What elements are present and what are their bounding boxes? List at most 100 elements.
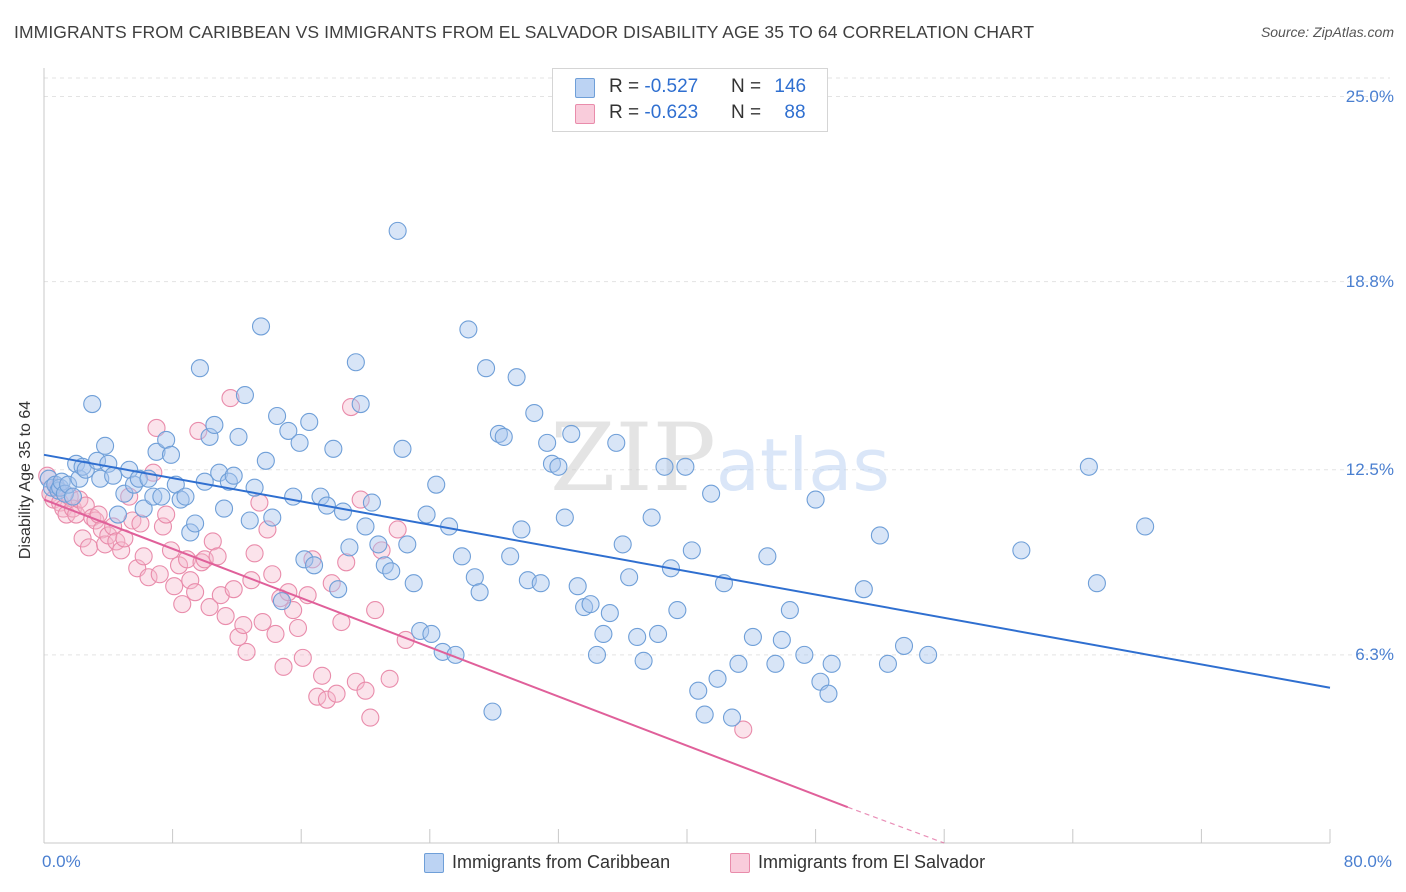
point-caribbean-53: [279, 421, 298, 440]
point-caribbean-29: [157, 430, 176, 449]
y-tick-label: 25.0%: [1345, 86, 1394, 106]
point-caribbean-107: [600, 604, 619, 623]
point-caribbean-39: [205, 415, 224, 435]
point-caribbean-69: [369, 535, 388, 554]
legend-swatch-el-salvador: [730, 853, 750, 873]
point-caribbean-99: [549, 457, 568, 476]
legend-label-el-salvador: Immigrants from El Salvador: [758, 852, 986, 872]
legend-label-caribbean: Immigrants from Caribbean: [452, 852, 671, 872]
point-el-salvador-45: [200, 598, 219, 617]
point-el-salvador-38: [173, 595, 192, 614]
point-caribbean-23: [129, 469, 148, 488]
point-el-salvador-27: [131, 514, 150, 533]
point-caribbean-139: [878, 654, 897, 673]
point-caribbean-119: [682, 541, 701, 560]
point-el-salvador-58: [253, 612, 272, 632]
point-el-salvador-32: [150, 565, 169, 584]
point-el-salvador-84: [380, 669, 399, 688]
point-caribbean-13: [83, 395, 102, 414]
point-caribbean-91: [501, 547, 520, 566]
point-caribbean-79: [427, 475, 446, 494]
point-el-salvador-66: [288, 618, 308, 638]
point-caribbean-109: [613, 535, 632, 554]
point-caribbean-38: [200, 427, 219, 446]
point-el-salvador-51: [224, 580, 243, 599]
point-caribbean-105: [587, 645, 607, 664]
point-caribbean-127: [743, 627, 762, 647]
watermark-atlas: atlas: [716, 423, 890, 507]
point-el-salvador-29: [139, 568, 158, 587]
point-caribbean-30: [161, 445, 181, 464]
point-caribbean-73: [393, 439, 412, 458]
point-caribbean-36: [190, 359, 209, 378]
y-axis-label-wrap: Disability Age 35 to 64: [6, 340, 46, 620]
point-caribbean-8: [63, 487, 82, 506]
point-caribbean-77: [417, 505, 436, 524]
point-caribbean-75: [404, 574, 423, 593]
point-caribbean-101: [562, 424, 581, 443]
point-caribbean-114: [649, 624, 668, 644]
point-caribbean-85: [465, 568, 484, 587]
point-caribbean-106: [594, 624, 613, 644]
source-credit: Source: ZipAtlas.com: [1260, 24, 1394, 40]
legend-r-label: R =: [609, 76, 645, 97]
point-caribbean-66: [351, 395, 370, 414]
point-caribbean-43: [224, 466, 243, 485]
point-el-salvador-63: [274, 657, 293, 676]
point-caribbean-55: [290, 433, 309, 452]
point-caribbean-63: [333, 502, 353, 521]
point-el-salvador-36: [165, 577, 184, 596]
y-axis-label: Disability Age 35 to 64: [17, 400, 34, 560]
point-caribbean-84: [459, 320, 478, 339]
point-caribbean-95: [525, 403, 544, 423]
watermark-zip: ZIP: [550, 404, 716, 513]
point-caribbean-121: [695, 705, 714, 724]
point-caribbean-125: [722, 708, 742, 727]
legend-n-label: N =: [731, 76, 767, 97]
point-caribbean-44: [229, 427, 248, 446]
point-caribbean-90: [494, 427, 513, 446]
point-caribbean-10: [70, 469, 89, 488]
point-caribbean-72: [388, 221, 407, 240]
point-caribbean-108: [607, 433, 626, 452]
point-caribbean-138: [870, 526, 889, 545]
point-el-salvador-76: [337, 553, 356, 572]
point-caribbean-51: [268, 406, 287, 426]
point-caribbean-27: [147, 442, 166, 461]
x-tick-label: 0.0%: [42, 852, 81, 871]
point-caribbean-140: [894, 636, 914, 655]
point-caribbean-74: [398, 535, 417, 554]
point-el-salvador-11: [73, 529, 92, 548]
point-el-salvador-81: [361, 708, 380, 727]
point-caribbean-16: [96, 436, 115, 455]
point-caribbean-133: [806, 490, 825, 509]
point-caribbean-78: [422, 624, 441, 644]
point-caribbean-100: [555, 508, 574, 527]
point-el-salvador-79: [351, 490, 370, 509]
point-caribbean-57: [300, 412, 319, 432]
point-el-salvador-55: [242, 571, 261, 590]
point-caribbean-19: [108, 505, 127, 524]
point-el-salvador-33: [153, 517, 173, 536]
point-el-salvador-13: [79, 538, 99, 557]
grid-lines: [44, 77, 1390, 656]
point-caribbean-42: [219, 472, 238, 491]
point-caribbean-33: [176, 487, 195, 506]
point-caribbean-115: [655, 457, 674, 476]
point-caribbean-48: [251, 317, 271, 336]
chart-title: IMMIGRANTS FROM CARIBBEAN VS IMMIGRANTS …: [14, 22, 1035, 42]
point-caribbean-45: [235, 386, 254, 405]
trend-line-el-salvador: [43, 498, 849, 809]
point-el-salvador-71: [313, 666, 332, 685]
point-caribbean-113: [642, 508, 661, 527]
series-caribbean-points: [39, 221, 1155, 727]
point-el-salvador-41: [186, 583, 205, 602]
point-caribbean-76: [411, 621, 430, 641]
point-caribbean-145: [1136, 517, 1155, 536]
point-el-salvador-40: [181, 571, 200, 590]
point-caribbean-129: [766, 654, 785, 673]
point-caribbean-128: [758, 547, 777, 566]
point-caribbean-118: [676, 457, 695, 476]
point-caribbean-120: [689, 681, 708, 700]
